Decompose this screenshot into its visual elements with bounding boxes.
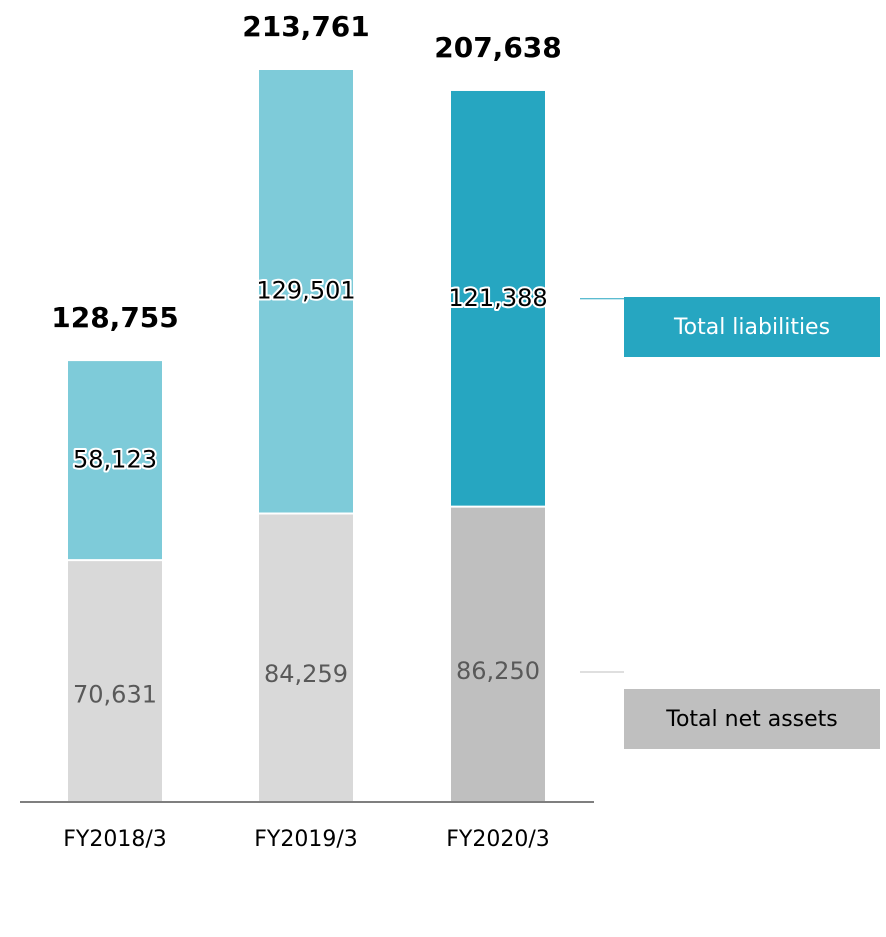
bar-liabilities-3 [451, 90, 545, 507]
x-tick-label-2: FY2019/3 [254, 827, 358, 852]
data-label-liabilities-2: 129,501 [256, 277, 355, 305]
legend-total-liabilities-label: Total liabilities [673, 314, 831, 340]
data-label-liabilities-3: 121,388 [448, 284, 547, 312]
data-label-net-assets-1: 70,631 [73, 681, 157, 709]
bar-liabilities-1 [68, 361, 162, 561]
legend-total-net-assets-label: Total net assets [666, 706, 838, 732]
data-label-net-assets-3: 86,250 [456, 657, 540, 685]
bar-net-assets-2 [259, 513, 353, 802]
legend-total-net-assets: Total net assets [624, 689, 880, 749]
x-tick-label-1: FY2018/3 [63, 827, 167, 852]
data-label-net-assets-2: 84,259 [264, 660, 348, 688]
data-label-liabilities-1: 58,123 [73, 446, 157, 474]
bar-net-assets-3 [451, 506, 545, 802]
bar-liabilities-2 [259, 70, 353, 514]
x-tick-label-3: FY2020/3 [446, 827, 550, 852]
data-label-total-2: 213,761 [242, 10, 370, 43]
data-label-total-1: 128,755 [51, 301, 179, 334]
data-label-total-3: 207,638 [434, 31, 562, 64]
bar-net-assets-1 [68, 560, 162, 802]
legend-total-liabilities: Total liabilities [624, 297, 880, 357]
